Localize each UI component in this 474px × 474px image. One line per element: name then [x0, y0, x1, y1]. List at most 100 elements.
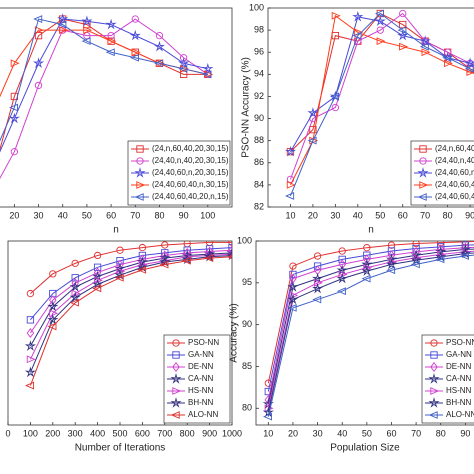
marker — [285, 192, 295, 200]
legend-label: (24,40,60,n,20,30,15) — [435, 168, 474, 177]
legend: (24,n,60,40,20,30,15) (24,40,n,40,20,30,1… — [127, 140, 231, 206]
marker — [331, 11, 341, 20]
y-tick-label: 86 — [254, 157, 264, 167]
marker — [172, 339, 180, 347]
marker — [287, 281, 299, 292]
marker — [430, 339, 438, 347]
marker — [430, 351, 438, 359]
legend-label: (24,40,60,40,n,30,15) — [152, 180, 229, 189]
legend-label: DE-NN — [188, 362, 214, 371]
marker — [421, 48, 431, 57]
x-tick-label: 30 — [34, 210, 44, 220]
marker — [459, 247, 471, 259]
x-tick-label: 70 — [420, 210, 430, 220]
x-tick-label: 50 — [375, 210, 385, 220]
marker — [161, 249, 169, 257]
series-line — [29, 256, 232, 386]
marker — [464, 64, 474, 73]
x-tick-label: 100 — [23, 428, 38, 438]
plot — [262, 241, 474, 421]
marker — [153, 40, 166, 52]
legend-label: HS-NN — [188, 386, 214, 395]
marker — [161, 241, 169, 249]
marker — [57, 20, 67, 29]
series-line — [29, 253, 232, 360]
x-tick-label: 0 — [5, 428, 10, 438]
marker — [25, 381, 35, 390]
marker — [289, 270, 297, 279]
x-tick-label: 60 — [386, 428, 396, 438]
marker — [286, 181, 296, 189]
marker — [93, 251, 102, 260]
x-tick-label: 400 — [90, 428, 105, 438]
marker — [361, 274, 371, 283]
marker — [114, 273, 124, 282]
marker — [136, 181, 146, 189]
marker — [154, 59, 164, 68]
marker — [71, 259, 79, 267]
x-tick-label: 500 — [112, 428, 127, 438]
y-tick-label: 85 — [242, 361, 252, 371]
marker — [354, 37, 362, 45]
marker — [26, 355, 36, 364]
marker — [136, 261, 148, 273]
marker — [336, 264, 348, 276]
series-line — [29, 254, 232, 373]
x-tick-label: 20 — [9, 210, 19, 220]
marker — [352, 31, 362, 40]
marker — [116, 246, 124, 254]
marker — [69, 281, 81, 292]
marker — [71, 274, 79, 282]
marker — [386, 266, 396, 275]
marker — [47, 300, 59, 312]
marker — [417, 193, 427, 201]
marker — [312, 295, 322, 304]
x-tick-label: 80 — [154, 210, 164, 220]
legend-label: BH-NN — [446, 398, 472, 407]
series-line — [289, 12, 474, 197]
marker — [399, 20, 407, 29]
marker — [338, 255, 346, 264]
marker — [26, 289, 35, 298]
marker — [460, 252, 470, 260]
marker — [419, 181, 429, 189]
legend-label: (24,40,n,40,20,30,15) — [435, 156, 474, 165]
x-tick-label: 50 — [362, 428, 372, 438]
x-axis-label: Population Size — [330, 443, 400, 454]
legend: (24,n,60,40,20,30,15) (24,40,n,40,20,30,1… — [410, 140, 474, 206]
x-tick-label: 100 — [200, 210, 215, 220]
marker — [26, 316, 35, 324]
marker — [307, 136, 317, 145]
marker — [136, 145, 144, 153]
marker — [226, 249, 232, 261]
x-tick-label: 70 — [130, 210, 140, 220]
marker — [435, 255, 445, 264]
marker — [313, 252, 322, 260]
marker — [49, 289, 57, 298]
marker — [387, 241, 396, 249]
marker — [81, 37, 91, 46]
legend-label: DE-NN — [446, 362, 472, 371]
legend-label: PSO-NN — [446, 338, 474, 347]
marker — [410, 260, 420, 269]
marker — [47, 322, 57, 331]
marker — [83, 31, 91, 40]
y-tick-label: 100 — [237, 235, 252, 245]
marker — [129, 53, 139, 62]
marker — [419, 145, 427, 153]
x-tick-label: 90 — [179, 210, 189, 220]
marker — [83, 26, 93, 34]
marker — [363, 251, 371, 259]
marker — [69, 291, 81, 303]
x-tick-label: 60 — [398, 210, 408, 220]
marker — [47, 313, 59, 325]
marker — [419, 157, 427, 165]
marker — [49, 309, 59, 318]
marker — [338, 247, 346, 255]
marker — [428, 397, 440, 408]
marker — [313, 278, 323, 287]
x-tick-label: 300 — [68, 428, 83, 438]
marker — [49, 295, 57, 306]
marker — [105, 48, 115, 57]
legend: PSO-NN GA-NN DE-NN CA-NN HS-NN BH-NN ALO-NN — [163, 334, 231, 424]
